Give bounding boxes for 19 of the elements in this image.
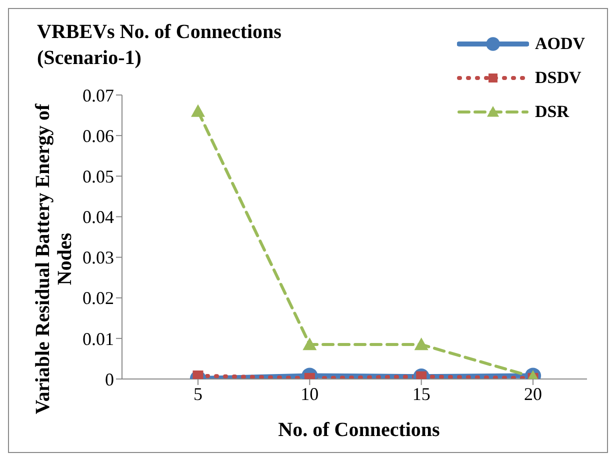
y-tick-label: 0.03 — [82, 248, 114, 268]
y-tick-label: 0.02 — [82, 288, 114, 308]
legend-label: AODV — [535, 34, 586, 54]
chart-title: VRBEVs No. of Connections (Scenario-1) — [37, 20, 282, 71]
x-tick-label: 10 — [300, 384, 319, 404]
y-tick-label: 0.05 — [82, 166, 114, 187]
x-tick-label: 15 — [412, 384, 430, 404]
x-axis-title: No. of Connections — [277, 419, 441, 442]
y-tick-label: 0 — [105, 369, 114, 390]
legend-label: DSDV — [535, 68, 582, 88]
y-tick-label: 0.06 — [82, 126, 114, 146]
y-tick-label: 0.07 — [82, 85, 114, 106]
y-axis-title: Variable Residual Battery Energy of Nodes — [32, 102, 76, 416]
x-tick-label: 5 — [194, 384, 202, 404]
legend-label: DSR — [535, 102, 570, 122]
y-tick-label: 0.04 — [82, 207, 114, 228]
point — [191, 104, 205, 117]
y-tick-label: 0.01 — [82, 328, 114, 349]
x-tick-label: 20 — [524, 384, 542, 404]
